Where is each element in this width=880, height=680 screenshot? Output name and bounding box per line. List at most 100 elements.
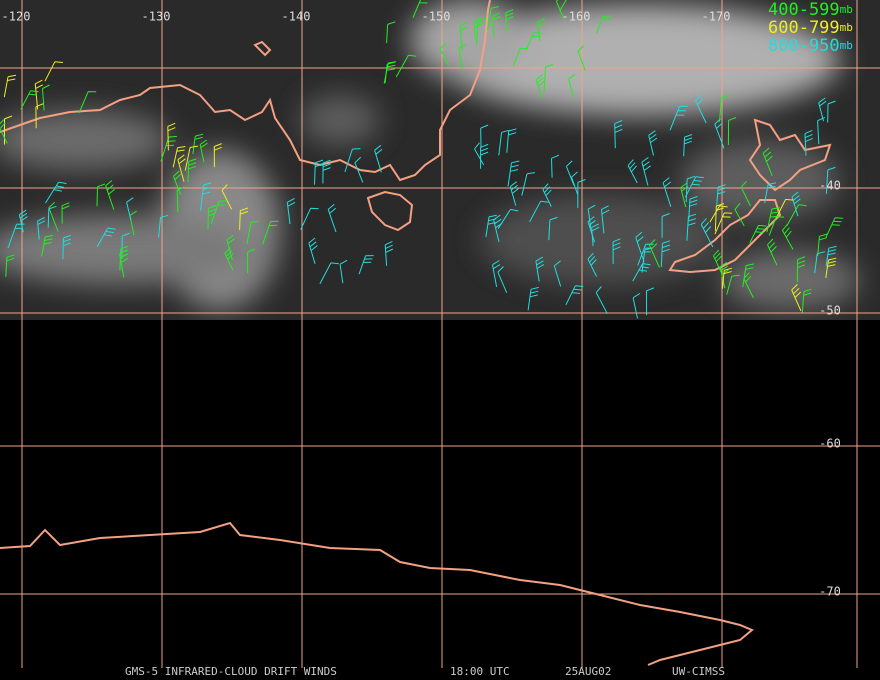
wind-barb <box>319 262 339 285</box>
wind-barb <box>439 42 449 66</box>
wind-barb <box>587 204 596 228</box>
wind-barb <box>78 91 97 114</box>
longitude-label: -150 <box>422 10 451 24</box>
wind-barb <box>492 260 501 287</box>
wind-barb <box>587 252 598 277</box>
wind-barb <box>474 142 485 165</box>
wind-barb <box>458 43 467 70</box>
wind-barb <box>286 198 296 225</box>
wind-barb <box>548 216 558 241</box>
wind-barb <box>45 181 67 204</box>
wind-barb <box>684 176 704 198</box>
wind-barb <box>384 240 394 266</box>
wind-barb <box>577 45 586 71</box>
wind-barb <box>158 214 169 238</box>
wind-barb <box>734 202 745 227</box>
footer-text: GMS-5 INFRARED-CLOUD DRIFT WINDS <box>125 665 337 678</box>
wind-barb <box>817 233 828 257</box>
wind-barb <box>781 223 794 250</box>
wind-barb <box>62 234 72 260</box>
wind-barb <box>568 73 576 98</box>
wind-barb <box>497 208 519 229</box>
wind-barb <box>42 84 50 111</box>
wind-barb <box>662 177 672 207</box>
wind-barb <box>632 292 641 319</box>
wind-barb <box>497 266 508 293</box>
wind-barb <box>327 203 337 233</box>
wind-barb <box>535 256 545 282</box>
wind-barb <box>527 286 539 311</box>
wind-barb <box>480 143 489 169</box>
wind-barb <box>719 94 730 122</box>
wind-barb <box>485 214 497 238</box>
wind-barb <box>199 139 208 163</box>
wind-barb <box>48 201 59 232</box>
wind-barb <box>612 238 621 264</box>
island-coast <box>253 40 272 57</box>
wind-barb <box>314 159 324 185</box>
wind-barb <box>262 220 279 245</box>
wind-barb <box>44 61 63 82</box>
wind-barb <box>749 224 767 244</box>
wind-barb <box>649 239 660 268</box>
wind-barb <box>740 180 751 207</box>
wind-barb <box>712 249 723 273</box>
footer-text: UW-CIMSS <box>672 665 725 678</box>
wind-barb <box>226 234 235 260</box>
wind-barb <box>827 100 836 123</box>
wind-barb <box>825 217 844 238</box>
wind-barb <box>764 182 777 203</box>
wind-barb <box>591 223 600 247</box>
cloud-imagery <box>0 0 880 320</box>
wind-barb <box>825 245 837 267</box>
wind-barb <box>200 182 212 211</box>
legend-unit: mb <box>840 39 853 52</box>
wind-barb <box>695 94 707 124</box>
wind-barb <box>507 160 520 187</box>
wind-barb <box>126 197 134 221</box>
wind-barb <box>7 223 25 249</box>
wind-barb <box>187 158 197 183</box>
antarctica-coast <box>0 521 754 666</box>
wind-barb <box>726 274 740 295</box>
wind-barb <box>354 156 364 183</box>
wind-barb <box>344 148 361 173</box>
wind-barb <box>207 205 217 230</box>
wind-barb <box>648 130 658 156</box>
wind-barb <box>105 180 116 210</box>
latitude-label: -50 <box>819 304 841 318</box>
wind-barb <box>177 154 186 182</box>
wind-barb <box>224 247 234 271</box>
wind-barb <box>525 32 542 51</box>
wind-barb <box>595 286 608 315</box>
wind-barb <box>498 129 510 156</box>
wind-barb <box>509 181 519 206</box>
wind-barb <box>119 245 129 271</box>
wind-barb <box>374 144 383 173</box>
wind-barb <box>801 288 812 313</box>
footer: GMS-5 INFRARED-CLOUD DRIFT WINDS 18:00 UT… <box>125 665 725 678</box>
longitude-label: -120 <box>2 10 31 24</box>
wind-barb <box>506 128 517 153</box>
wind-barb <box>791 284 802 312</box>
wind-barb <box>172 146 186 168</box>
wind-barb <box>339 259 348 284</box>
wind-barb <box>535 74 545 98</box>
wind-barb <box>686 213 697 241</box>
legend-range: 400-599 <box>768 0 840 20</box>
wind-barb <box>383 61 397 84</box>
nz-north-coast <box>748 118 832 192</box>
wind-barb <box>766 207 780 233</box>
wind-barb <box>3 74 16 98</box>
wind-barb <box>167 122 176 151</box>
wind-barb <box>776 198 794 218</box>
wind-barb <box>300 207 319 230</box>
wind-barb <box>786 204 807 227</box>
wind-barb <box>565 285 584 306</box>
wind-barb <box>96 227 116 248</box>
wind-barb <box>5 254 15 277</box>
wind-barb <box>555 0 564 19</box>
